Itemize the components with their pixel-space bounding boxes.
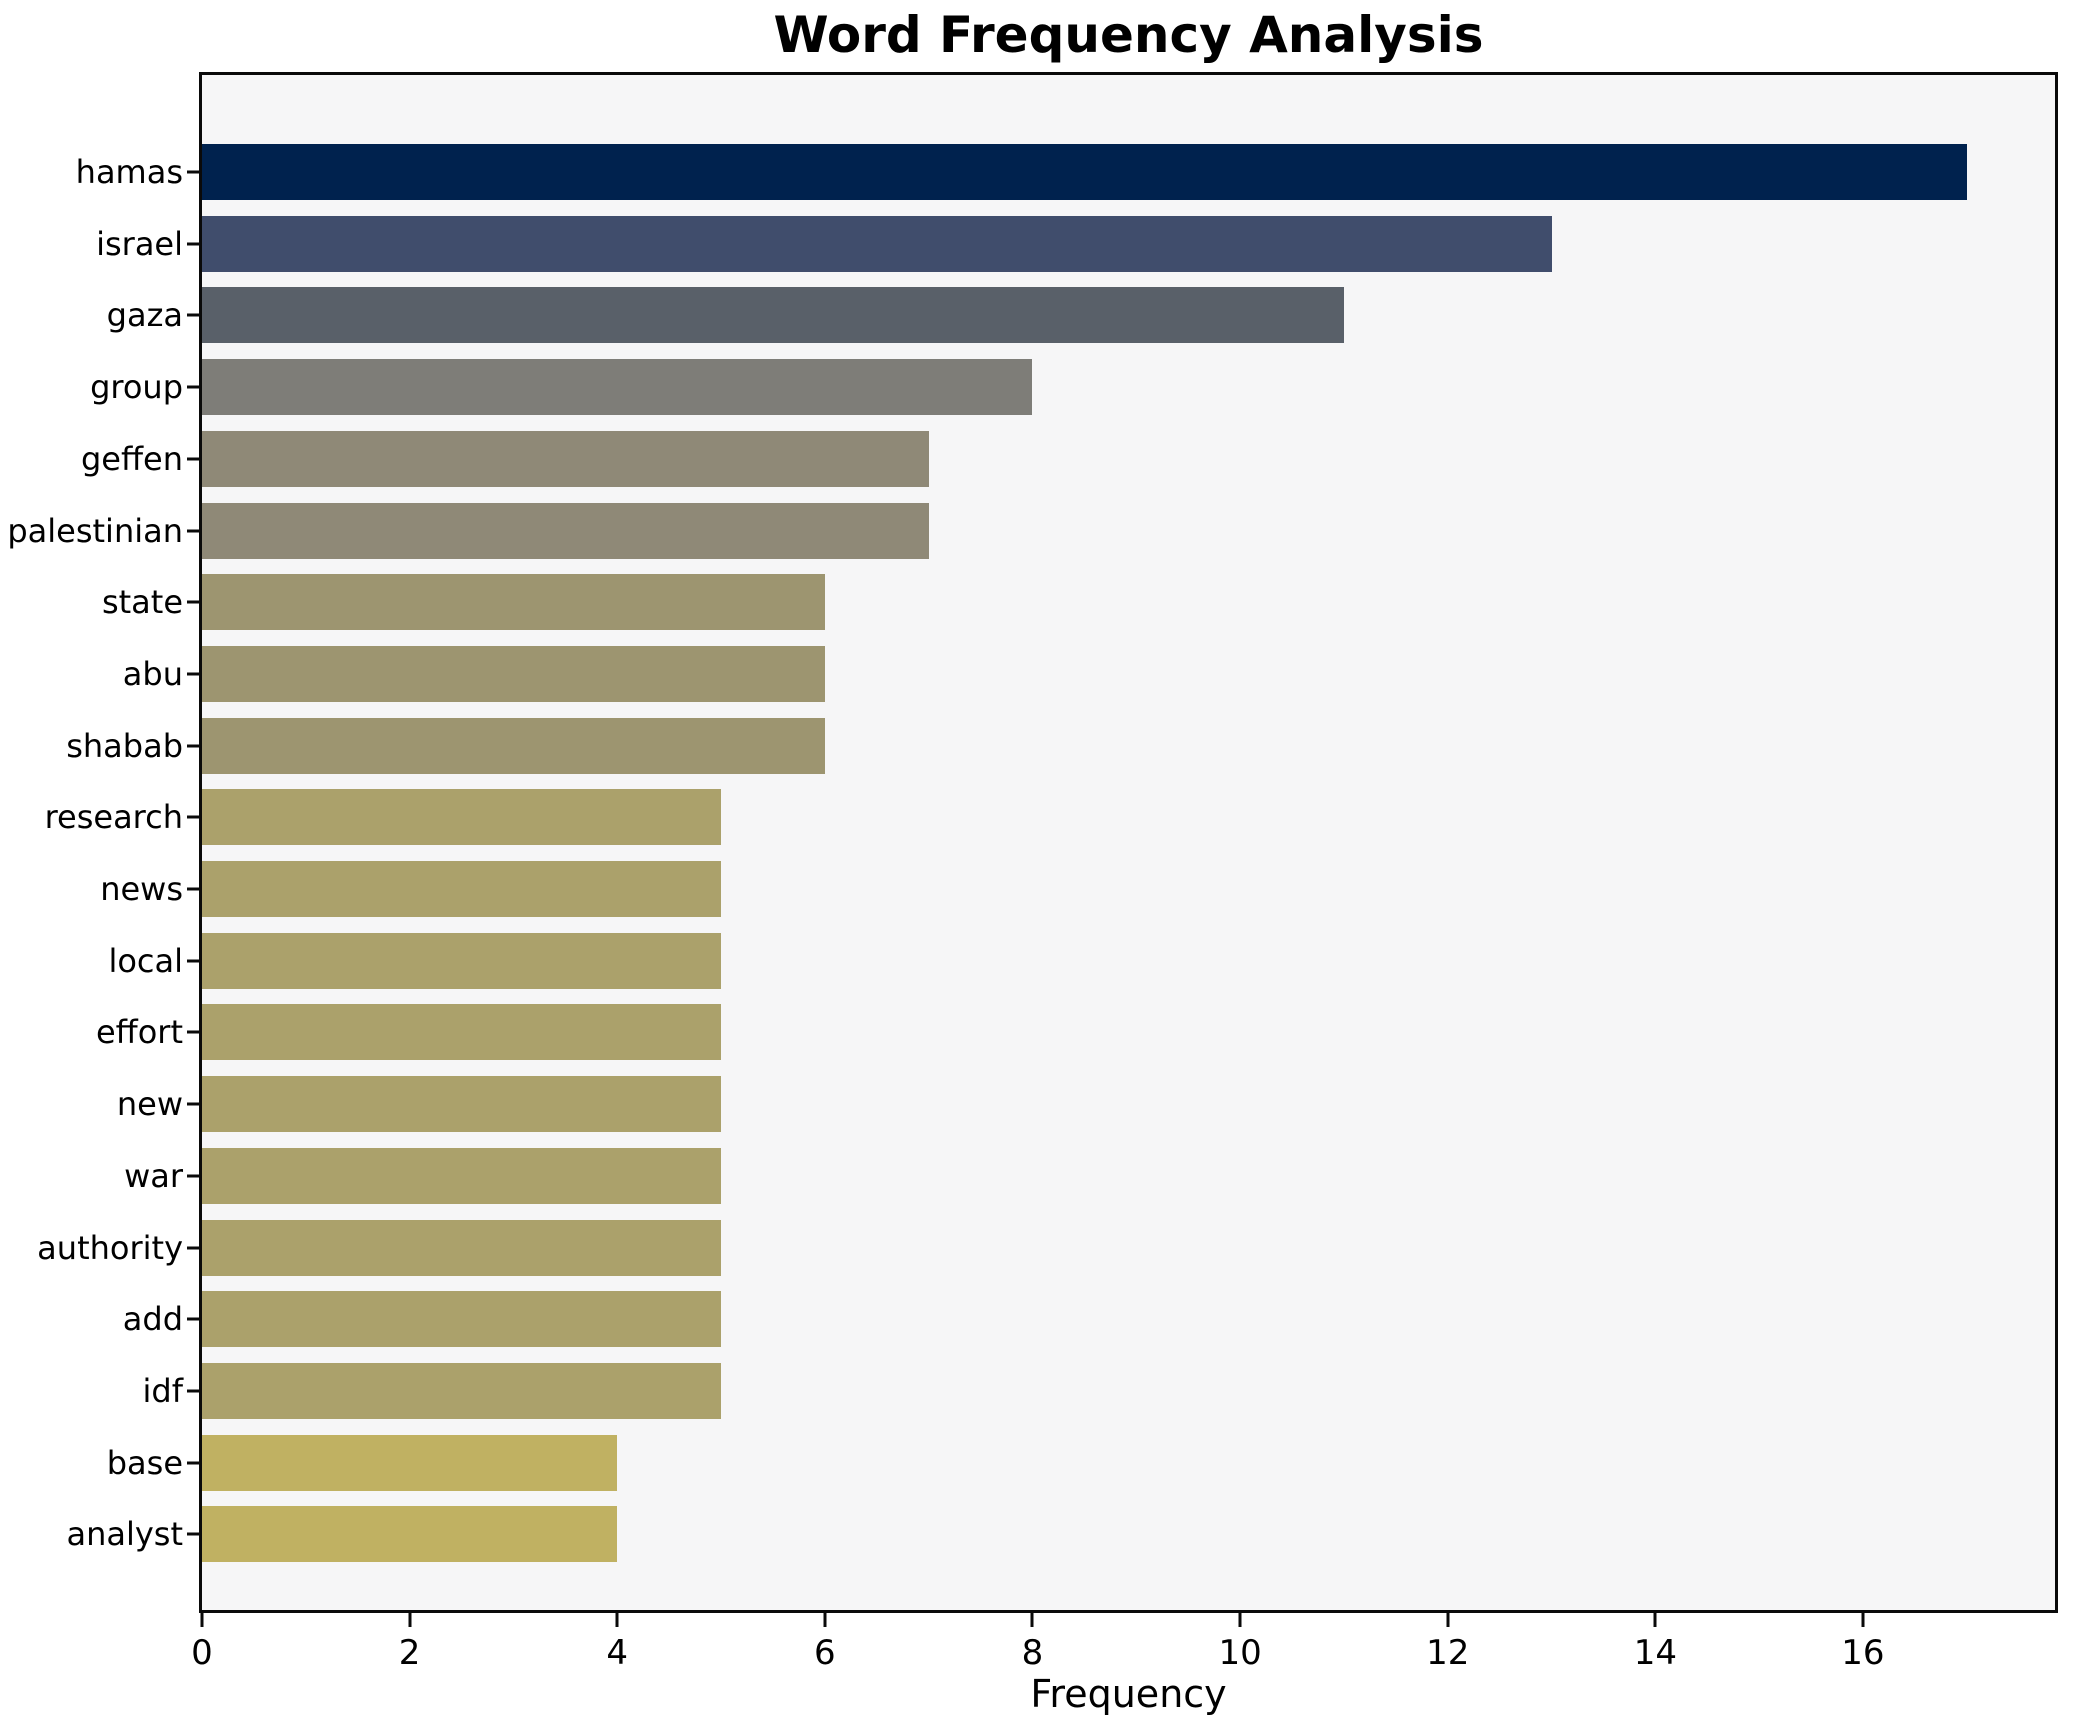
y-tick-mark: [187, 815, 199, 819]
bar-hamas: [202, 144, 1967, 200]
bar-gaza: [202, 287, 1344, 344]
bar-palestinian: [202, 502, 929, 559]
x-tick-label-10: 10: [1218, 1633, 1262, 1673]
bar-effort: [202, 1004, 722, 1061]
y-tick-mark: [187, 170, 199, 174]
y-tick-mark: [187, 529, 199, 532]
bar-local: [202, 932, 722, 989]
y-tick-label-research: research: [44, 798, 183, 837]
bar-shabab: [202, 717, 825, 774]
y-tick-mark: [187, 744, 199, 748]
x-axis-label: Frequency: [1030, 1672, 1227, 1716]
x-tick-mark: [1238, 1613, 1242, 1627]
y-tick-label-shabab: shabab: [66, 726, 183, 765]
x-tick-mark: [1861, 1613, 1865, 1627]
bar-war: [202, 1147, 722, 1204]
x-tick-mark: [615, 1613, 619, 1627]
bar-add: [202, 1291, 722, 1348]
y-tick-mark: [187, 1102, 199, 1106]
y-tick-label-war: war: [124, 1156, 183, 1195]
y-tick-mark: [187, 457, 199, 461]
y-tick-mark: [187, 1030, 199, 1034]
bar-research: [202, 789, 722, 846]
x-tick-mark: [200, 1613, 204, 1627]
y-tick-label-add: add: [122, 1300, 183, 1339]
x-tick-label-16: 16: [1841, 1633, 1885, 1673]
y-tick-label-gaza: gaza: [106, 296, 183, 335]
x-tick-mark: [1030, 1613, 1034, 1627]
y-tick-label-analyst: analyst: [66, 1515, 183, 1554]
bar-authority: [202, 1219, 722, 1276]
bar-group: [202, 359, 1033, 416]
bar-base: [202, 1434, 618, 1491]
y-tick-mark: [187, 1461, 199, 1465]
bar-analyst: [202, 1506, 618, 1563]
y-tick-label-hamas: hamas: [75, 153, 183, 191]
x-tick-label-2: 2: [398, 1633, 421, 1673]
y-tick-label-news: news: [100, 870, 183, 908]
y-tick-mark: [187, 887, 199, 891]
y-tick-label-idf: idf: [142, 1371, 183, 1410]
y-tick-label-israel: israel: [96, 224, 183, 263]
plot-area: [199, 72, 2058, 1613]
x-tick-mark: [1653, 1613, 1657, 1627]
x-tick-label-14: 14: [1633, 1633, 1677, 1673]
x-tick-label-0: 0: [191, 1633, 213, 1673]
bar-geffen: [202, 430, 929, 487]
y-tick-label-group: group: [90, 368, 183, 407]
x-tick-label-8: 8: [1021, 1633, 1044, 1673]
y-tick-label-abu: abu: [122, 654, 183, 693]
y-tick-mark: [187, 242, 199, 246]
y-tick-label-state: state: [101, 583, 183, 622]
y-tick-mark: [187, 313, 199, 317]
y-tick-mark: [187, 1174, 199, 1178]
y-tick-label-palestinian: palestinian: [7, 511, 183, 550]
y-tick-mark: [187, 959, 199, 963]
y-tick-label-authority: authority: [37, 1228, 183, 1267]
y-tick-mark: [187, 385, 199, 389]
y-tick-mark: [187, 600, 199, 604]
bar-israel: [202, 215, 1552, 272]
bar-idf: [202, 1362, 722, 1419]
y-tick-label-base: base: [106, 1443, 183, 1482]
bar-new: [202, 1076, 722, 1133]
y-tick-label-new: new: [116, 1085, 183, 1124]
y-tick-mark: [187, 1532, 199, 1536]
bar-news: [202, 861, 722, 917]
x-tick-mark: [1446, 1613, 1450, 1627]
y-tick-mark: [187, 1317, 199, 1321]
y-tick-label-geffen: geffen: [80, 439, 183, 478]
y-tick-mark: [187, 1389, 199, 1393]
bar-state: [202, 574, 825, 631]
x-tick-label-4: 4: [606, 1633, 629, 1673]
y-tick-label-local: local: [108, 941, 183, 980]
x-tick-label-12: 12: [1426, 1633, 1470, 1673]
y-tick-mark: [187, 1246, 199, 1249]
y-tick-mark: [187, 672, 199, 676]
x-tick-mark: [823, 1613, 827, 1627]
x-tick-label-6: 6: [814, 1633, 836, 1673]
chart-title: Word Frequency Analysis: [773, 6, 1484, 64]
y-tick-label-effort: effort: [95, 1013, 183, 1052]
bar-abu: [202, 645, 825, 702]
x-tick-mark: [408, 1613, 412, 1627]
